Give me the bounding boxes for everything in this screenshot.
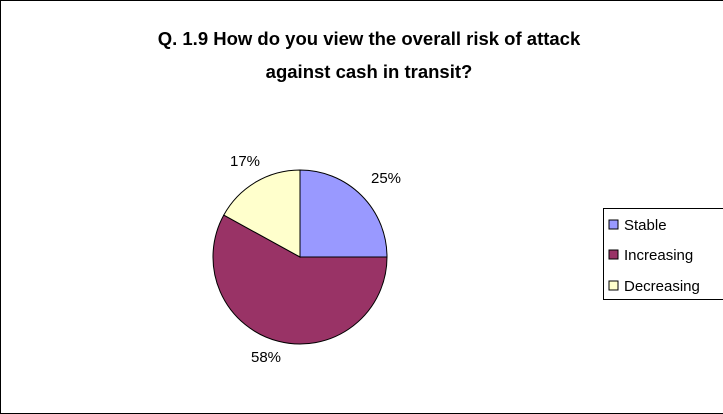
legend-label-stable: Stable bbox=[624, 217, 667, 234]
pie-slice-stable bbox=[299, 169, 388, 258]
slice-label-stable: 25% bbox=[371, 170, 401, 187]
chart-title-line-1: Q. 1.9 How do you view the overall risk … bbox=[158, 28, 581, 49]
legend-label-increasing: Increasing bbox=[624, 247, 693, 264]
legend-label-decreasing: Decreasing bbox=[624, 278, 700, 295]
legend-swatch-decreasing bbox=[608, 280, 619, 291]
legend-swatch-stable bbox=[608, 219, 619, 230]
pie-slice-decreasing bbox=[223, 169, 301, 258]
pie-plot bbox=[212, 169, 388, 345]
slice-label-decreasing: 17% bbox=[230, 153, 260, 170]
legend: Stable Increasing Decreasing bbox=[603, 208, 723, 300]
chart-title-line-2: against cash in transit? bbox=[266, 61, 473, 82]
legend-border bbox=[603, 208, 723, 300]
pie-slice-increasing bbox=[212, 214, 388, 345]
legend-swatch-increasing bbox=[608, 249, 619, 260]
slice-label-increasing: 58% bbox=[251, 349, 281, 366]
